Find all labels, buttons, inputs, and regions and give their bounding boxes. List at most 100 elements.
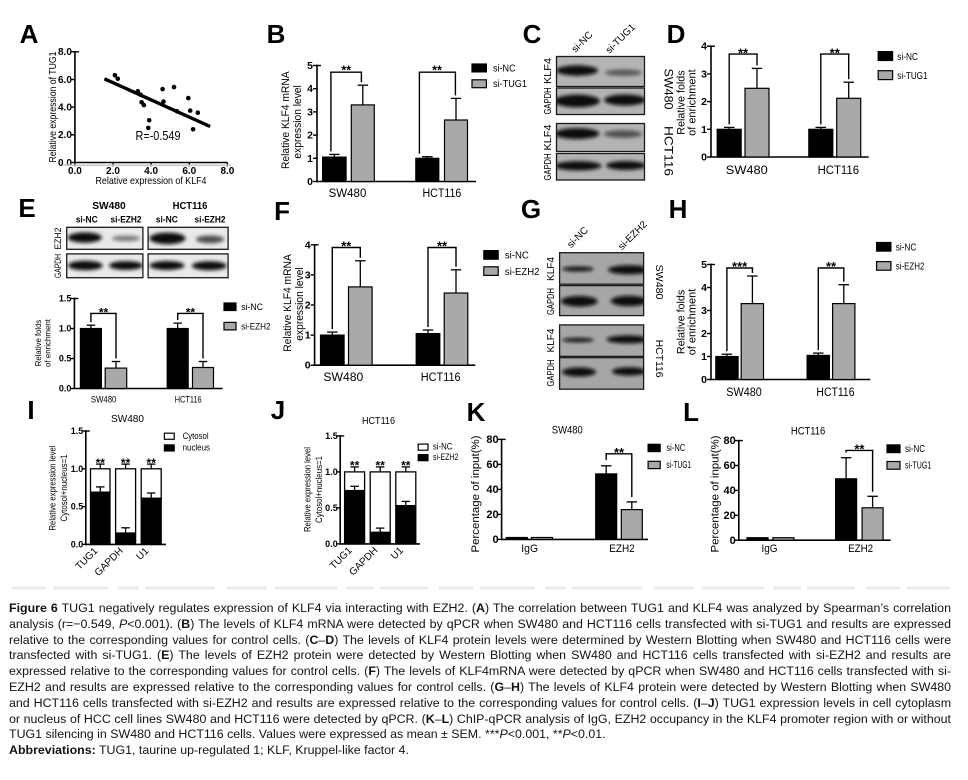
svg-text:0: 0 <box>701 374 707 386</box>
svg-text:2: 2 <box>307 130 313 142</box>
svg-text:J: J <box>271 395 285 425</box>
svg-text:SW480: SW480 <box>111 413 144 425</box>
svg-text:4.0: 4.0 <box>144 166 158 177</box>
svg-text:Relative folds: Relative folds <box>675 70 687 135</box>
svg-text:si-NC: si-NC <box>666 443 685 454</box>
svg-text:Percentage of input(%): Percentage of input(%) <box>470 436 482 553</box>
svg-text:0: 0 <box>492 534 498 546</box>
svg-text:2: 2 <box>701 96 707 108</box>
svg-text:6.0: 6.0 <box>58 75 72 86</box>
svg-text:HCT116: HCT116 <box>662 126 674 176</box>
svg-text:Cytosol+nucleus=1: Cytosol+nucleus=1 <box>59 455 70 522</box>
svg-text:Cytosol: Cytosol <box>183 431 209 442</box>
svg-text:si-NC: si-NC <box>505 250 529 262</box>
svg-text:si-TUG1: si-TUG1 <box>905 461 932 472</box>
svg-text:Relative KLF4 mRNA: Relative KLF4 mRNA <box>282 254 294 352</box>
svg-text:6.0: 6.0 <box>182 166 196 177</box>
svg-text:GAPDH: GAPDH <box>546 360 557 387</box>
svg-text:0.5: 0.5 <box>71 502 84 512</box>
svg-text:SW480: SW480 <box>92 200 126 212</box>
svg-text:60: 60 <box>486 459 498 471</box>
svg-text:0.0: 0.0 <box>71 539 84 549</box>
svg-text:2: 2 <box>701 328 707 340</box>
svg-text:Relative expression of TUG1: Relative expression of TUG1 <box>47 51 59 162</box>
svg-text:0.5: 0.5 <box>325 503 338 513</box>
svg-text:KLF4: KLF4 <box>546 328 557 352</box>
svg-text:SW480: SW480 <box>726 387 762 399</box>
svg-text:0.0: 0.0 <box>325 539 338 549</box>
svg-text:si-NC: si-NC <box>433 442 453 453</box>
svg-text:GAPDH: GAPDH <box>543 154 554 181</box>
svg-text:R=-0.549: R=-0.549 <box>136 129 181 143</box>
svg-text:***: *** <box>732 259 748 274</box>
svg-text:0: 0 <box>305 360 311 372</box>
svg-text:4: 4 <box>701 41 707 53</box>
svg-text:IgG: IgG <box>521 543 538 555</box>
svg-text:**: ** <box>376 459 386 473</box>
svg-text:si-TUG1: si-TUG1 <box>666 460 691 471</box>
svg-text:of enrichment: of enrichment <box>687 289 699 356</box>
svg-text:2.0: 2.0 <box>106 166 120 177</box>
svg-text:**: ** <box>96 456 106 470</box>
svg-text:3: 3 <box>701 305 707 317</box>
svg-text:1.5: 1.5 <box>59 294 72 304</box>
svg-text:EZH2: EZH2 <box>53 228 64 250</box>
svg-text:**: ** <box>186 306 196 320</box>
svg-text:KLF4: KLF4 <box>543 58 554 84</box>
svg-text:GAPDH: GAPDH <box>53 254 64 278</box>
svg-text:5: 5 <box>307 60 313 72</box>
svg-text:L: L <box>683 397 699 427</box>
svg-text:3: 3 <box>307 106 313 118</box>
svg-text:Relative expression of KLF4: Relative expression of KLF4 <box>96 175 207 187</box>
svg-text:2.0: 2.0 <box>58 130 72 141</box>
svg-text:1.5: 1.5 <box>71 426 84 436</box>
svg-text:1: 1 <box>701 351 707 363</box>
svg-text:C: C <box>523 19 542 49</box>
svg-text:1: 1 <box>305 330 311 342</box>
svg-text:**: ** <box>826 259 837 274</box>
svg-text:Relative expression level: Relative expression level <box>303 447 314 532</box>
svg-text:**: ** <box>147 456 157 470</box>
svg-text:SW480: SW480 <box>323 372 363 384</box>
svg-text:4: 4 <box>307 83 313 95</box>
svg-text:SW480: SW480 <box>726 165 768 177</box>
svg-text:1.0: 1.0 <box>71 464 84 474</box>
svg-text:K: K <box>467 397 486 427</box>
svg-text:4: 4 <box>701 282 707 294</box>
svg-text:Cytosol+nucleus=1: Cytosol+nucleus=1 <box>314 456 325 523</box>
svg-text:1: 1 <box>701 124 707 136</box>
svg-text:si-EZH2: si-EZH2 <box>111 215 142 226</box>
svg-text:SW480: SW480 <box>662 69 674 110</box>
svg-text:HCT116: HCT116 <box>653 340 665 378</box>
svg-text:1: 1 <box>307 153 313 165</box>
svg-text:**: ** <box>121 456 131 470</box>
svg-text:G: G <box>521 194 541 224</box>
svg-text:A: A <box>20 19 39 49</box>
svg-text:si-NC: si-NC <box>76 215 98 226</box>
svg-text:B: B <box>267 19 286 49</box>
svg-text:1.5: 1.5 <box>325 431 338 441</box>
svg-text:**: ** <box>401 459 411 473</box>
svg-text:KLF4: KLF4 <box>546 257 557 281</box>
svg-text:GAPDH: GAPDH <box>546 288 557 315</box>
svg-text:**: ** <box>614 445 625 460</box>
svg-text:0: 0 <box>701 152 707 164</box>
svg-text:si-EZH2: si-EZH2 <box>241 321 270 332</box>
svg-text:Relative KLF4 mRNA: Relative KLF4 mRNA <box>280 71 292 169</box>
svg-text:EZH2: EZH2 <box>848 543 873 555</box>
svg-text:3: 3 <box>305 269 311 281</box>
svg-text:5: 5 <box>701 259 707 271</box>
svg-text:SW480: SW480 <box>329 188 367 200</box>
svg-text:HCT116: HCT116 <box>421 372 461 384</box>
svg-text:nucleus: nucleus <box>183 443 211 454</box>
svg-text:I: I <box>27 395 34 425</box>
svg-text:si-EZH2: si-EZH2 <box>195 215 226 226</box>
svg-text:si-NC: si-NC <box>156 215 178 226</box>
svg-text:**: ** <box>432 63 442 77</box>
svg-text:40: 40 <box>486 484 498 496</box>
svg-text:20: 20 <box>724 510 736 522</box>
svg-text:3: 3 <box>701 68 707 80</box>
svg-text:SW480: SW480 <box>653 265 665 300</box>
svg-text:**: ** <box>437 239 448 254</box>
svg-text:Relative folds: Relative folds <box>675 289 687 354</box>
